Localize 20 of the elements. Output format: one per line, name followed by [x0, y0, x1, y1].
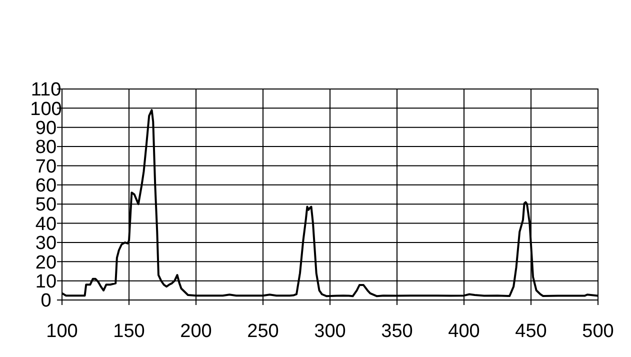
y-tick-label: 10: [35, 271, 57, 292]
x-tick-label: 350: [381, 321, 413, 342]
x-tick-label: 200: [180, 321, 212, 342]
x-tick-label: 400: [448, 321, 480, 342]
x-tick-label: 250: [247, 321, 279, 342]
y-tick-label: 0: [40, 290, 52, 312]
y-tick-label: 60: [35, 176, 57, 197]
x-tick-label: 500: [582, 321, 614, 342]
y-tick-label: 40: [35, 214, 57, 235]
y-tick-label: 70: [35, 156, 57, 178]
x-tick-label: 450: [515, 321, 547, 342]
x-tick-label: 150: [113, 321, 145, 342]
x-tick-label: 300: [314, 321, 346, 342]
y-tick-label: 90: [35, 118, 57, 140]
y-tick-label: 20: [35, 252, 57, 274]
y-tick-label: 30: [35, 233, 57, 254]
y-tick-label: 50: [35, 194, 57, 216]
y-tick-label: 80: [35, 137, 57, 158]
y-tick-label: 110: [30, 80, 62, 101]
y-tick-label: 100: [30, 98, 62, 120]
